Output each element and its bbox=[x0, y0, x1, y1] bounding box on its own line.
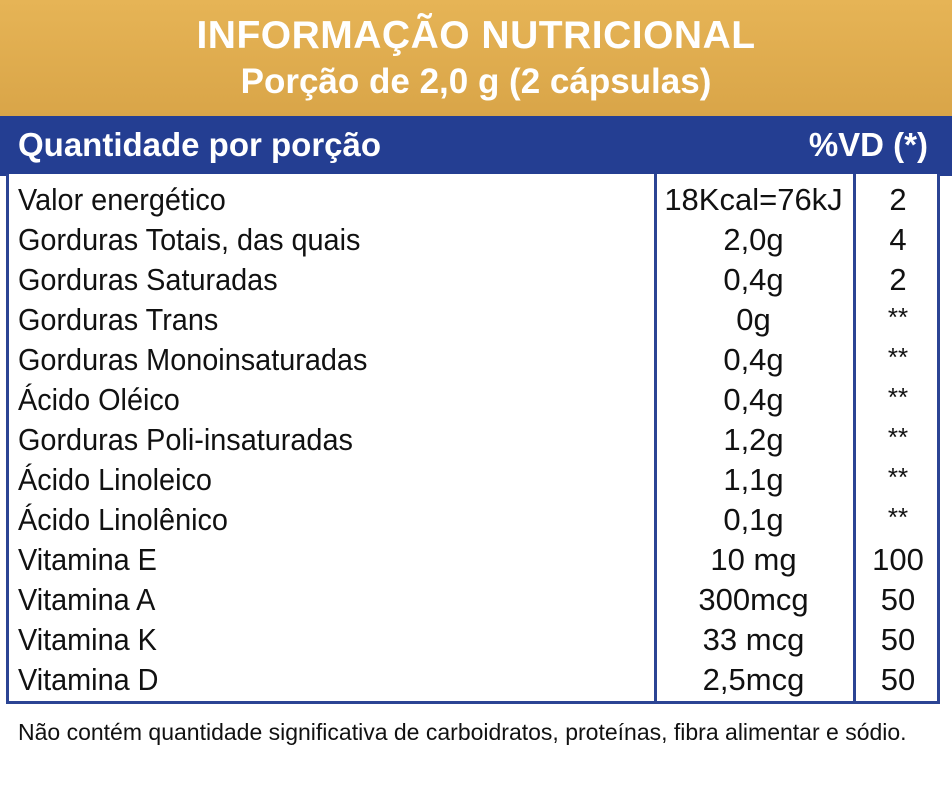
nutrient-vd: 100 bbox=[872, 542, 924, 577]
table-row: Valor energético 18Kcal=76kJ 2 bbox=[0, 180, 952, 220]
nutrition-table bbox=[6, 174, 940, 704]
table-row: Vitamina E 10 mg 100 bbox=[0, 540, 952, 580]
nutrient-vd: ** bbox=[887, 462, 909, 492]
column-header-band: Quantidade por porção %VD (*) bbox=[0, 116, 952, 176]
nutrient-vd: ** bbox=[887, 302, 909, 332]
label-title: INFORMAÇÃO NUTRICIONAL bbox=[196, 14, 756, 57]
nutrient-quantity: 2,0g bbox=[723, 222, 784, 257]
table-row: Gorduras Monoinsaturadas 0,4g ** bbox=[0, 340, 952, 380]
nutrient-name: Vitamina D bbox=[18, 662, 159, 697]
table-row: Ácido Linoleico 1,1g ** bbox=[0, 460, 952, 500]
nutrient-quantity: 0g bbox=[736, 302, 771, 337]
nutrient-name: Ácido Linoleico bbox=[18, 462, 212, 497]
nutrient-quantity: 1,1g bbox=[723, 462, 784, 497]
nutrient-quantity: 10 mg bbox=[710, 542, 797, 577]
nutrient-vd: ** bbox=[887, 342, 909, 372]
nutrient-name: Vitamina K bbox=[18, 622, 157, 657]
table-row: Vitamina A 300mcg 50 bbox=[0, 580, 952, 620]
nutrient-name: Valor energético bbox=[18, 182, 226, 217]
nutrient-quantity: 0,4g bbox=[723, 262, 784, 297]
column-divider-vd bbox=[853, 174, 856, 704]
nutrient-vd: ** bbox=[887, 422, 909, 452]
nutrient-vd: 2 bbox=[889, 262, 907, 297]
nutrient-vd: ** bbox=[887, 502, 909, 532]
nutrient-name: Gorduras Totais, das quais bbox=[18, 222, 361, 257]
nutrient-vd: 4 bbox=[889, 222, 907, 257]
quantity-header: Quantidade por porção bbox=[18, 126, 382, 163]
column-divider-qty bbox=[654, 174, 657, 704]
vd-header: %VD (*) bbox=[808, 126, 928, 163]
nutrient-vd: 50 bbox=[880, 622, 916, 657]
nutrient-name: Vitamina E bbox=[18, 542, 157, 577]
nutrient-quantity: 33 mcg bbox=[702, 622, 805, 657]
table-row: Ácido Oléico 0,4g ** bbox=[0, 380, 952, 420]
nutrient-quantity: 0,4g bbox=[723, 342, 784, 377]
nutrient-vd: 50 bbox=[880, 662, 916, 697]
label-header: INFORMAÇÃO NUTRICIONAL Porção de 2,0 g (… bbox=[0, 0, 952, 116]
nutrient-name: Ácido Oléico bbox=[18, 382, 180, 417]
nutrient-name: Gorduras Poli-insaturadas bbox=[18, 422, 353, 457]
serving-size: Porção de 2,0 g (2 cápsulas) bbox=[240, 62, 712, 101]
nutrient-quantity: 2,5mcg bbox=[702, 662, 805, 697]
nutrient-quantity: 18Kcal=76kJ bbox=[664, 182, 843, 217]
table-row: Vitamina D 2,5mcg 50 bbox=[0, 660, 952, 700]
footnote: Não contém quantidade significativa de c… bbox=[18, 719, 907, 745]
table-row: Gorduras Poli-insaturadas 1,2g ** bbox=[0, 420, 952, 460]
nutrient-quantity: 300mcg bbox=[698, 582, 809, 617]
nutrient-quantity: 0,4g bbox=[723, 382, 784, 417]
table-row: Ácido Linolênico 0,1g ** bbox=[0, 500, 952, 540]
nutrient-quantity: 0,1g bbox=[723, 502, 784, 537]
nutrient-name: Gorduras Trans bbox=[18, 302, 219, 337]
nutrient-name: Gorduras Saturadas bbox=[18, 262, 278, 297]
nutrient-vd: 2 bbox=[889, 182, 907, 217]
nutrient-name: Gorduras Monoinsaturadas bbox=[18, 342, 368, 377]
nutrient-quantity: 1,2g bbox=[723, 422, 784, 457]
nutrient-name: Ácido Linolênico bbox=[18, 502, 228, 537]
nutrient-vd: 50 bbox=[880, 582, 916, 617]
table-row: Gorduras Trans 0g ** bbox=[0, 300, 952, 340]
table-row: Gorduras Totais, das quais 2,0g 4 bbox=[0, 220, 952, 260]
table-row: Vitamina K 33 mcg 50 bbox=[0, 620, 952, 660]
nutrient-vd: ** bbox=[887, 382, 909, 412]
table-row: Gorduras Saturadas 0,4g 2 bbox=[0, 260, 952, 300]
nutrient-name: Vitamina A bbox=[18, 582, 156, 617]
